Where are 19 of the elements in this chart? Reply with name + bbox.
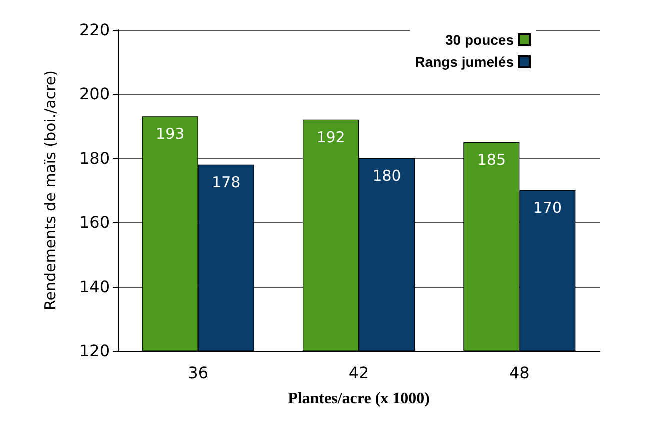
x-tick-label: 48: [509, 364, 530, 382]
data-label: 170: [533, 199, 562, 217]
y-tick-label: 140: [79, 277, 110, 296]
y-axis-title: Rendements de maïs (boi./acre): [42, 70, 60, 311]
data-label: 180: [372, 166, 402, 185]
data-label: 192: [316, 128, 346, 146]
x-axis-title: Plantes/acre (x 1000): [288, 390, 430, 408]
legend-label: Rangs jumelés: [415, 54, 514, 70]
data-label: 178: [212, 173, 241, 192]
y-tick-label: 220: [79, 20, 110, 40]
y-tick-label: 160: [79, 213, 110, 232]
x-tick-label: 36: [188, 364, 209, 382]
legend-label: 30 pouces: [446, 32, 514, 48]
data-label: 185: [477, 150, 506, 169]
y-tick-label: 180: [79, 148, 110, 168]
y-tick-label: 200: [79, 84, 110, 104]
data-label: 193: [156, 125, 185, 144]
y-tick-label: 120: [79, 342, 110, 360]
x-tick-label: 42: [348, 364, 370, 382]
